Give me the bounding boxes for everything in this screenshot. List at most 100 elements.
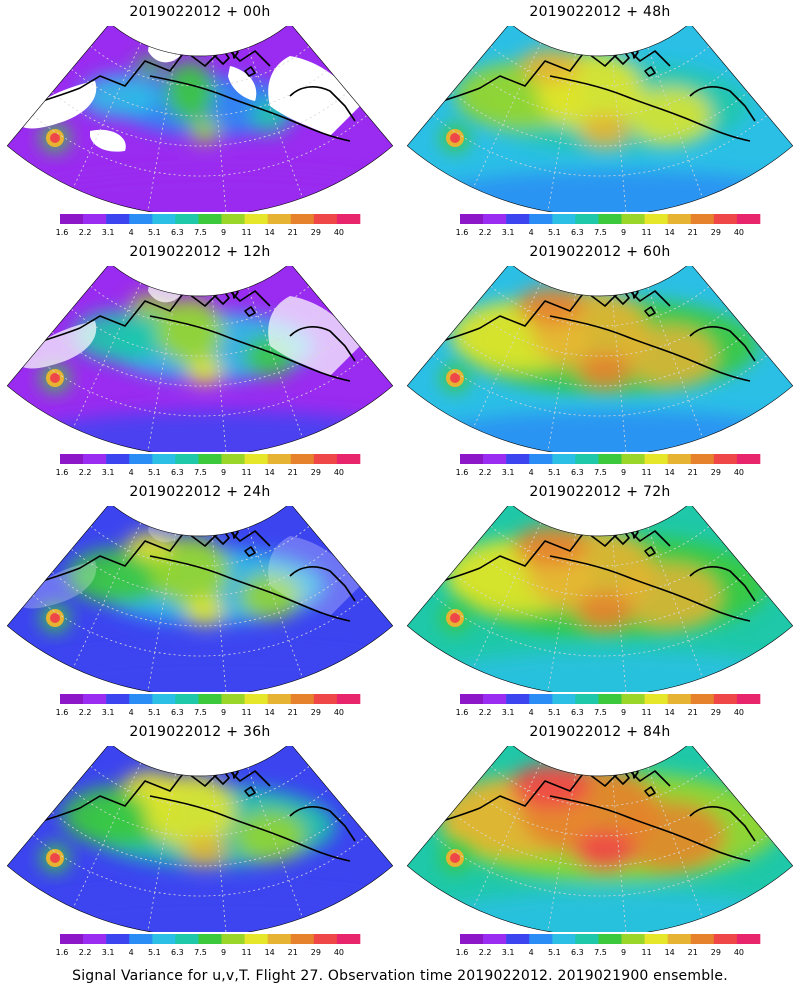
colorbar: 1.6 2.2 3.1 4 5.1 6.3 7.5 9 11 14 21 29 40 [56, 694, 361, 717]
colorbar-tick-label: 3.1 [502, 948, 515, 957]
colorbar-swatch [506, 934, 530, 944]
colorbar-tick-label: 2.2 [479, 708, 492, 717]
colorbar-tick-label: 14 [265, 468, 275, 477]
colorbar-swatch [83, 694, 107, 704]
panel-title: 2019022012 + 36h [129, 724, 271, 740]
colorbar-swatch [290, 934, 315, 944]
colorbar-swatch [244, 694, 268, 704]
colorbar-tick-label: 14 [265, 948, 275, 957]
colorbar-swatch [598, 694, 622, 704]
colorbar-tick-label: 29 [311, 228, 321, 237]
colorbar-swatch [667, 934, 692, 944]
colorbar-swatch [598, 454, 622, 464]
colorbar-swatch [736, 214, 761, 224]
colorbar-tick-label: 21 [688, 228, 698, 237]
colorbar-tick-label: 9 [221, 708, 226, 717]
colorbar-swatch [552, 934, 576, 944]
colorbar-swatch [621, 694, 645, 704]
colorbar-swatch [106, 934, 130, 944]
colorbar-swatch [336, 694, 361, 704]
panel-title: 2019022012 + 60h [529, 244, 671, 260]
colorbar-swatch [529, 454, 553, 464]
colorbar-tick-label: 29 [711, 228, 721, 237]
forecast-panel: 2019022012 + 48h 1.6 2.2 3.1 4 5.1 6.3 7.5 9 11 14… [400, 0, 800, 240]
colorbar-swatch [83, 214, 107, 224]
colorbar-swatch [644, 694, 668, 704]
colorbar-tick-label: 9 [221, 948, 226, 957]
panel-title: 2019022012 + 48h [529, 4, 671, 20]
colorbar-swatch [552, 214, 576, 224]
colorbar-tick-label: 14 [665, 708, 675, 717]
colorbar-swatch [290, 694, 315, 704]
colorbar-swatch [198, 694, 222, 704]
colorbar-tick-label: 5.1 [548, 948, 561, 957]
colorbar-tick-label: 11 [642, 468, 652, 477]
colorbar: 1.6 2.2 3.1 4 5.1 6.3 7.5 9 11 14 21 29 40 [56, 454, 361, 477]
colorbar-tick-label: 1.6 [456, 468, 469, 477]
panel-title: 2019022012 + 00h [129, 4, 271, 20]
colorbar-swatch [736, 934, 761, 944]
colorbar-swatch [152, 934, 176, 944]
colorbar-swatch [198, 934, 222, 944]
colorbar-swatch [506, 214, 530, 224]
colorbar-tick-label: 4 [529, 228, 534, 237]
colorbar: 1.6 2.2 3.1 4 5.1 6.3 7.5 9 11 14 21 29 40 [56, 934, 361, 957]
colorbar-tick-label: 21 [288, 708, 298, 717]
variance-map [6, 266, 394, 452]
colorbar-swatch [460, 694, 484, 704]
colorbar-tick-label: 2.2 [79, 708, 92, 717]
colorbar-tick-label: 1.6 [56, 228, 69, 237]
colorbar-tick-label: 3.1 [102, 708, 115, 717]
colorbar-swatch [336, 454, 361, 464]
colorbar-swatch [129, 934, 153, 944]
forecast-panel: 2019022012 + 84h 1.6 2.2 3.1 4 5.1 6.3 7.5 9 11 14… [400, 720, 800, 960]
colorbar-tick-label: 6.3 [171, 228, 184, 237]
panel-title: 2019022012 + 84h [529, 724, 671, 740]
colorbar-swatch [713, 934, 738, 944]
figure-caption: Signal Variance for u,v,T. Flight 27. Ob… [72, 968, 728, 984]
colorbar-swatch [106, 694, 130, 704]
colorbar-swatch [575, 214, 599, 224]
colorbar-swatch [690, 214, 715, 224]
colorbar-tick-label: 1.6 [456, 708, 469, 717]
colorbar-swatch [621, 214, 645, 224]
variance-map [406, 26, 794, 212]
colorbar-tick-label: 2.2 [79, 468, 92, 477]
colorbar-swatch [336, 934, 361, 944]
colorbar-tick-label: 4 [129, 468, 134, 477]
variance-map [406, 266, 794, 452]
colorbar-tick-label: 4 [129, 948, 134, 957]
colorbar-tick-label: 5.1 [148, 228, 161, 237]
colorbar-tick-label: 29 [711, 948, 721, 957]
colorbar-swatch [175, 214, 199, 224]
colorbar-tick-label: 4 [529, 468, 534, 477]
variance-map [6, 506, 394, 692]
colorbar-swatch [83, 454, 107, 464]
colorbar-swatch [244, 214, 268, 224]
colorbar-tick-label: 29 [711, 468, 721, 477]
colorbar-swatch [598, 934, 622, 944]
forecast-panel: 2019022012 + 60h 1.6 2.2 3.1 4 5.1 6.3 7.5 9 11 14… [400, 240, 800, 480]
colorbar-swatch [667, 214, 692, 224]
colorbar-tick-label: 21 [288, 228, 298, 237]
colorbar-tick-label: 3.1 [102, 468, 115, 477]
colorbar-swatch [736, 454, 761, 464]
colorbar-swatch [713, 214, 738, 224]
colorbar-tick-label: 2.2 [79, 948, 92, 957]
colorbar-swatch [175, 454, 199, 464]
colorbar-swatch [152, 454, 176, 464]
colorbar-tick-label: 14 [665, 468, 675, 477]
colorbar-swatch [460, 214, 484, 224]
colorbar-tick-label: 6.3 [571, 468, 584, 477]
colorbar-swatch [313, 214, 338, 224]
colorbar-swatch [552, 694, 576, 704]
colorbar-tick-label: 29 [311, 708, 321, 717]
colorbar-swatch [221, 214, 245, 224]
colorbar-tick-label: 5.1 [148, 468, 161, 477]
colorbar-swatch [129, 694, 153, 704]
colorbar-tick-label: 40 [334, 468, 344, 477]
colorbar-tick-label: 9 [621, 708, 626, 717]
colorbar-tick-label: 7.5 [594, 468, 607, 477]
variance-map [406, 746, 794, 932]
colorbar-swatch [290, 214, 315, 224]
